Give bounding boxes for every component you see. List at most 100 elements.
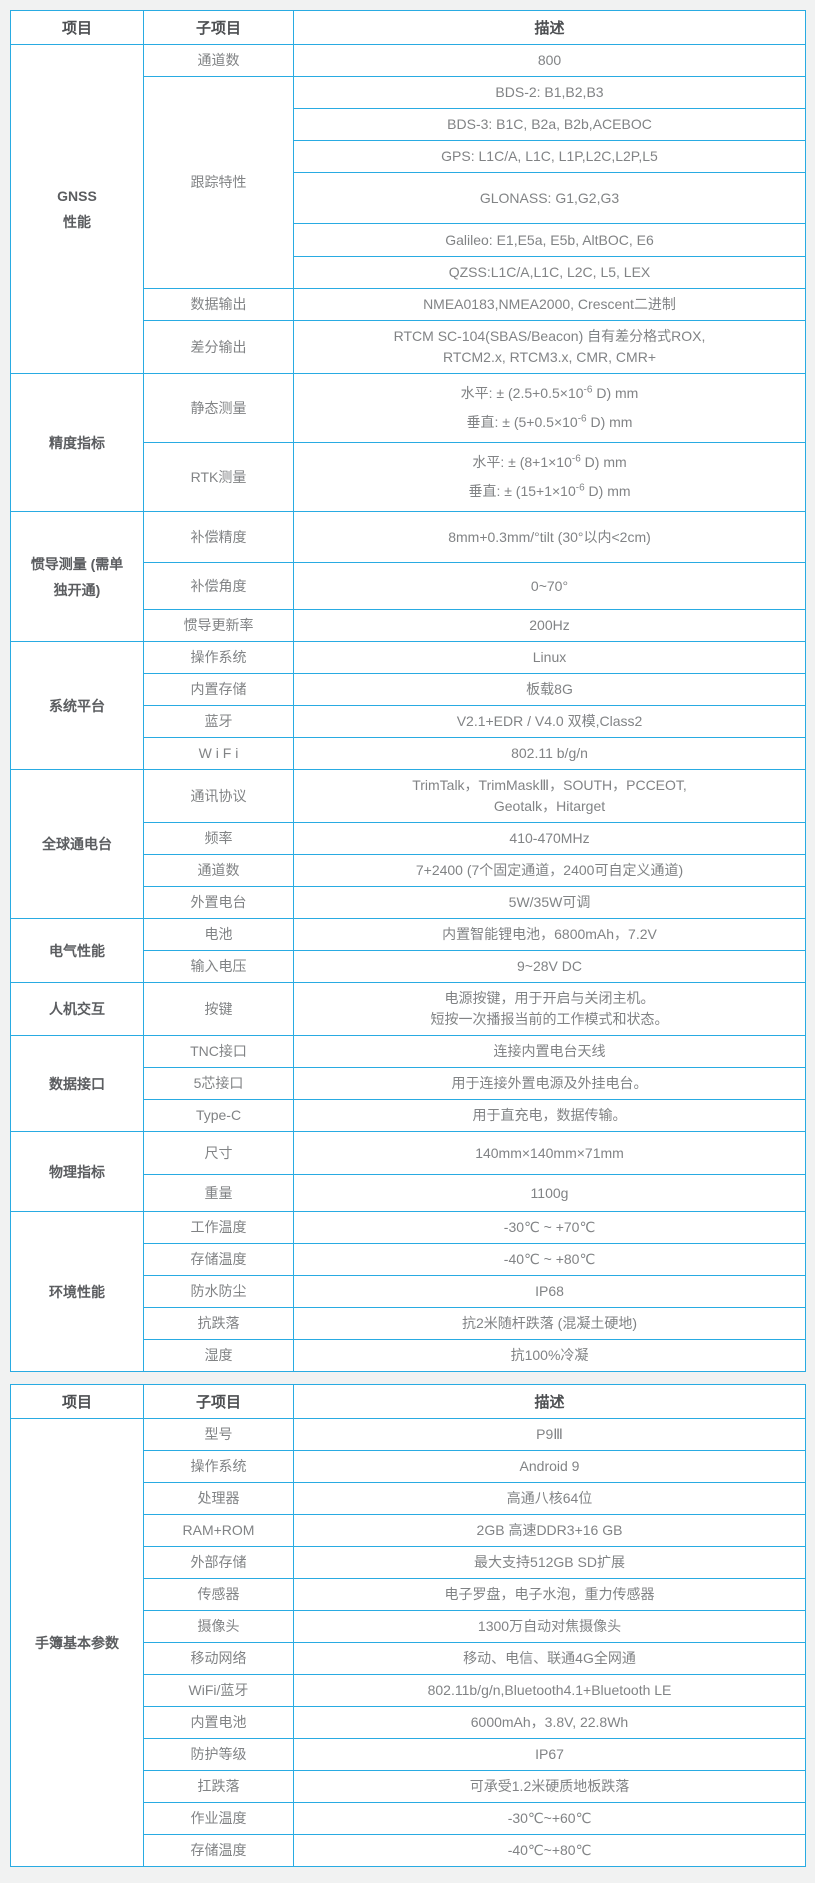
header-row: 项目 子项目 描述	[10, 10, 806, 45]
desc-content: 板载8G	[302, 679, 797, 700]
desc-cell: -30℃~+60℃	[293, 1802, 806, 1835]
item-label: 环境性能	[49, 1283, 105, 1300]
desc-line: 410-470MHz	[302, 828, 797, 849]
desc-text: NMEA0183,NMEA2000, Crescent二进制	[423, 296, 676, 312]
subitem-label: WiFi/蓝牙	[188, 1682, 249, 1698]
item-label: 全球通电台	[42, 836, 112, 852]
desc-line: 内置智能锂电池，6800mAh，7.2V	[302, 924, 797, 945]
desc-line: 连接内置电台天线	[302, 1041, 797, 1062]
table-row: 传感器 电子罗盘，电子水泡，重力传感器	[11, 1578, 806, 1611]
desc-cell: P9Ⅲ	[293, 1418, 806, 1451]
subitem-cell: Type-C	[143, 1099, 294, 1132]
column-header-item: 项目	[10, 1384, 144, 1419]
desc-text: Android 9	[519, 1458, 580, 1474]
subitem-label: 通道数	[197, 52, 240, 68]
subitem-cell: 传感器	[143, 1578, 294, 1611]
table-row: 物理指标 尺寸 140mm×140mm×71mm	[10, 1131, 806, 1212]
subitem-cell: 5芯接口	[143, 1067, 294, 1100]
desc-content: 水平: ± (2.5+0.5×10-6 D) mm 垂直: ± (5+0.5×10…	[302, 379, 797, 437]
item-cell: 手簿基本参数	[10, 1418, 144, 1867]
desc-text: -30℃ ~ +70℃	[503, 1219, 596, 1235]
desc-text: 用于连接外置电源及外挂电台。	[451, 1075, 648, 1091]
desc-cell: IP67	[293, 1738, 806, 1771]
desc-cell: -30℃ ~ +70℃	[293, 1211, 806, 1244]
desc-content: TrimTalk，TrimMaskⅢ，SOUTH，PCCEOT, Geotalk，…	[302, 775, 797, 817]
desc-content: 802.11 b/g/n	[302, 743, 797, 764]
desc-content: 抗100%冷凝	[302, 1345, 797, 1366]
desc-line: 802.11 b/g/n	[302, 743, 797, 764]
subitem-label: 抗跌落	[197, 1315, 240, 1331]
item-cell: 人机交互	[10, 982, 144, 1036]
item-label: 惯导测量 (需单	[30, 555, 124, 572]
item-cell: 电气性能	[10, 918, 144, 983]
subitem-cell: 电池	[143, 918, 294, 951]
desc-cell: Android 9	[293, 1450, 806, 1483]
desc-cell: 水平: ± (2.5+0.5×10-6 D) mm 垂直: ± (5+0.5×10…	[293, 373, 806, 443]
column-header-subitem: 子项目	[143, 1384, 294, 1419]
subitem-label: W i F i	[198, 745, 239, 761]
subitem-cell: 蓝牙	[143, 705, 294, 738]
table-row: 摄像头 1300万自动对焦摄像头	[11, 1610, 806, 1643]
desc-content: 5W/35W可调	[302, 892, 797, 913]
desc-content: IP68	[302, 1281, 797, 1302]
desc-line: 水平: ± (8+1×10-6 D) mm	[302, 448, 797, 477]
desc-content: 移动、电信、联通4G全网通	[302, 1648, 797, 1669]
table-row: 跟踪特性 BDS-2: B1,B2,B3	[11, 76, 806, 289]
subitem-cell: 处理器	[143, 1482, 294, 1515]
desc-line: -40℃ ~ +80℃	[302, 1249, 797, 1270]
desc-cell: 电子罗盘，电子水泡，重力传感器	[293, 1578, 806, 1611]
desc-text: 1300万自动对焦摄像头	[477, 1618, 622, 1634]
desc-text: 水平: ± (2.5+0.5×10	[460, 385, 584, 401]
header-row: 项目 子项目 描述	[10, 1384, 806, 1419]
desc-content: V2.1+EDR / V4.0 双模,Class2	[302, 711, 797, 732]
subitem-label: 按键	[204, 1000, 233, 1017]
table-row: RAM+ROM 2GB 高速DDR3+16 GB	[11, 1514, 806, 1547]
table-row: 全球通电台 通讯协议 TrimTalk，TrimMaskⅢ，SOUTH，PCCEOT…	[10, 769, 806, 919]
subitem-cell: 内置存储	[143, 673, 294, 706]
subitem-label: 传感器	[197, 1586, 240, 1602]
subitem-label: 电池	[204, 926, 233, 942]
desc-text: RTCM2.x, RTCM3.x, CMR, CMR+	[443, 349, 656, 365]
desc-cell: GLONASS: G1,G2,G3	[293, 172, 806, 224]
subitem-cell: 防水防尘	[143, 1275, 294, 1308]
desc-line: 0~70°	[302, 576, 797, 597]
subitem-label: 内置存储	[190, 681, 247, 697]
desc-line: 800	[302, 50, 797, 71]
desc-text: 0~70°	[530, 577, 569, 594]
desc-content: -40℃ ~ +80℃	[302, 1249, 797, 1270]
desc-content: BDS-3: B1C, B2a, B2b,ACEBOC	[302, 114, 797, 135]
subitem-cell: 工作温度	[143, 1211, 294, 1244]
subitem-label: 重量	[204, 1184, 233, 1201]
desc-text: P9Ⅲ	[536, 1426, 563, 1442]
desc-text: 802.11b/g/n,Bluetooth4.1+Bluetooth LE	[427, 1682, 672, 1698]
desc-content: 2GB 高速DDR3+16 GB	[302, 1520, 797, 1541]
subitem-label: 惯导更新率	[183, 617, 254, 633]
item-cell: GNSS 性能	[10, 44, 144, 374]
subitem-cell: 移动网络	[143, 1642, 294, 1675]
desc-line: 板载8G	[302, 679, 797, 700]
desc-line: 抗2米随杆跌落 (混凝土硬地)	[302, 1313, 797, 1334]
desc-line: Geotalk，Hitarget	[302, 796, 797, 817]
superscript: -6	[577, 413, 587, 425]
subitem-cell: 外部存储	[143, 1546, 294, 1579]
desc-content: 140mm×140mm×71mm	[302, 1137, 797, 1169]
subitem-label: 内置电池	[190, 1714, 247, 1730]
subitem-label: 型号	[204, 1426, 233, 1442]
desc-content: 1300万自动对焦摄像头	[302, 1616, 797, 1637]
desc-content: 0~70°	[302, 568, 797, 604]
desc-content: 抗2米随杆跌落 (混凝土硬地)	[302, 1313, 797, 1334]
desc-cell: 800	[293, 44, 806, 77]
desc-text: BDS-2: B1,B2,B3	[495, 84, 604, 100]
desc-text: Galileo: E1,E5a, E5b, AltBOC, E6	[445, 231, 654, 248]
desc-text: Linux	[532, 649, 567, 665]
desc-content: 高通八核64位	[302, 1488, 797, 1509]
subitem-cell: 通道数	[143, 854, 294, 887]
desc-text: 可承受1.2米硬质地板跌落	[469, 1778, 630, 1794]
subitem-label: 摄像头	[197, 1618, 240, 1634]
subitem-cell: WiFi/蓝牙	[143, 1674, 294, 1707]
desc-content: -40℃~+80℃	[302, 1840, 797, 1861]
item-cell: 物理指标	[10, 1131, 144, 1212]
desc-cell: 板载8G	[293, 673, 806, 706]
desc-line: GPS: L1C/A, L1C, L1P,L2C,L2P,L5	[302, 146, 797, 167]
desc-line: 可承受1.2米硬质地板跌落	[302, 1776, 797, 1797]
